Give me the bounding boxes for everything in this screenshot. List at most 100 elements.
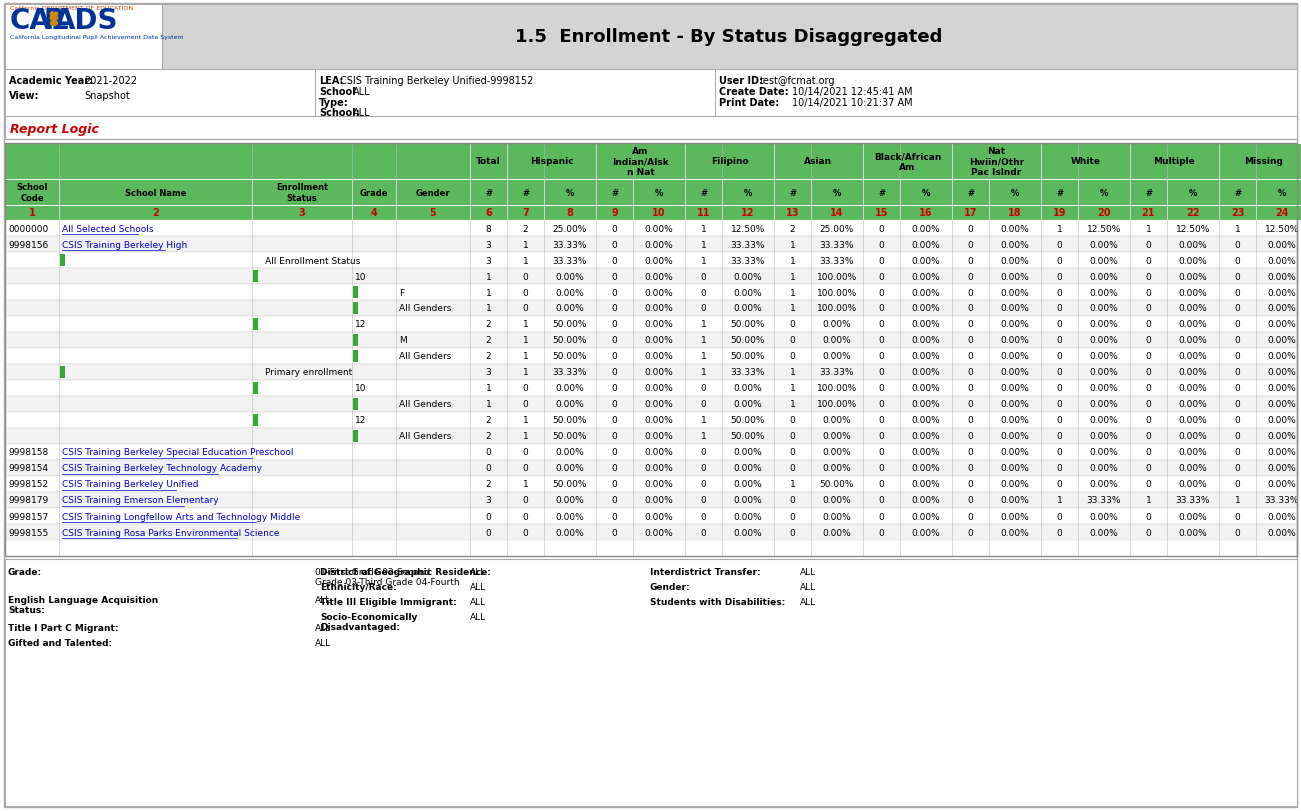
Text: 1: 1 (701, 224, 706, 234)
Text: 0.00%: 0.00% (1267, 512, 1296, 521)
Text: 50.00%: 50.00% (820, 480, 855, 489)
Text: 6: 6 (485, 208, 492, 218)
Text: 0.00%: 0.00% (1267, 464, 1296, 473)
Text: 2: 2 (790, 224, 795, 234)
Text: CSIS Training Longfellow Arts and Technology Middle: CSIS Training Longfellow Arts and Techno… (62, 512, 301, 521)
Text: 0.00%: 0.00% (822, 512, 851, 521)
Bar (5, 285, 1297, 301)
Bar (59, 206, 252, 221)
Text: 0: 0 (1056, 352, 1063, 361)
Text: 50.00%: 50.00% (553, 352, 587, 361)
Text: CSIS Training Rosa Parks Environmental Science: CSIS Training Rosa Parks Environmental S… (62, 528, 280, 537)
Text: 0.00%: 0.00% (734, 288, 762, 297)
Text: 0: 0 (1056, 480, 1063, 489)
Bar (252, 271, 258, 283)
Text: 0: 0 (1235, 304, 1240, 313)
Text: 8: 8 (566, 208, 574, 218)
Text: 0: 0 (611, 272, 618, 281)
Text: 0: 0 (1235, 432, 1240, 441)
Text: 0.00%: 0.00% (1179, 256, 1207, 265)
Bar (507, 144, 596, 180)
Text: 18: 18 (1008, 208, 1021, 218)
Text: #: # (788, 188, 796, 197)
Text: 0: 0 (790, 416, 795, 425)
Text: 0: 0 (968, 464, 973, 473)
Text: 0.00%: 0.00% (644, 256, 674, 265)
Text: 0: 0 (611, 512, 618, 521)
Text: 0.00%: 0.00% (822, 448, 851, 457)
Text: 0: 0 (968, 320, 973, 329)
Circle shape (55, 13, 57, 17)
Text: 0.00%: 0.00% (912, 448, 941, 457)
Bar (353, 398, 358, 410)
Text: 0.00%: 0.00% (1179, 304, 1207, 313)
Text: 0: 0 (1235, 256, 1240, 265)
Text: ALL: ALL (470, 568, 487, 577)
Text: 0: 0 (701, 272, 706, 281)
Text: 0.00%: 0.00% (912, 288, 941, 297)
Text: 0: 0 (523, 304, 528, 313)
Text: 0: 0 (878, 320, 885, 329)
Text: 0.00%: 0.00% (912, 304, 941, 313)
Bar (989, 180, 1041, 206)
Text: 0: 0 (878, 256, 885, 265)
Bar (60, 255, 65, 267)
Text: #: # (700, 188, 706, 197)
Text: ALL: ALL (353, 87, 371, 97)
Text: 0.00%: 0.00% (556, 512, 584, 521)
Text: 0.00%: 0.00% (644, 336, 674, 345)
Text: Nat
Hwiin/Othr
Pac Islndr: Nat Hwiin/Othr Pac Islndr (969, 147, 1024, 177)
Text: 3: 3 (485, 256, 492, 265)
Text: 0.00%: 0.00% (1090, 448, 1119, 457)
Text: 9998156: 9998156 (8, 240, 48, 249)
Text: 0.00%: 0.00% (734, 528, 762, 537)
Text: ALL: ALL (315, 595, 332, 604)
Text: 0: 0 (611, 432, 618, 441)
Text: 0.00%: 0.00% (556, 384, 584, 393)
Text: 0.00%: 0.00% (1267, 480, 1296, 489)
Text: 0: 0 (1235, 512, 1240, 521)
Text: M: M (399, 336, 407, 345)
Text: 0: 0 (611, 448, 618, 457)
Bar (544, 206, 596, 221)
Text: 0.00%: 0.00% (1090, 336, 1119, 345)
Bar (396, 180, 470, 206)
Text: 0: 0 (523, 384, 528, 393)
Text: 0.00%: 0.00% (1179, 512, 1207, 521)
Text: %: % (654, 188, 664, 197)
Text: 0.00%: 0.00% (1267, 272, 1296, 281)
Bar (5, 444, 1297, 461)
Text: 0: 0 (968, 256, 973, 265)
Text: 0: 0 (878, 464, 885, 473)
Text: 12.50%: 12.50% (1086, 224, 1121, 234)
Bar (252, 319, 258, 331)
Text: 1: 1 (701, 256, 706, 265)
Text: Primary enrollment: Primary enrollment (265, 368, 353, 377)
Bar (353, 206, 396, 221)
Bar (5, 237, 1297, 253)
Text: 0: 0 (790, 528, 795, 537)
Text: 2: 2 (485, 336, 492, 345)
Bar (1041, 206, 1079, 221)
Text: 0: 0 (878, 352, 885, 361)
Text: 0.00%: 0.00% (912, 336, 941, 345)
Bar (686, 206, 722, 221)
Text: 2: 2 (152, 208, 159, 218)
Text: 0: 0 (878, 432, 885, 441)
Bar (774, 180, 811, 206)
Text: All Selected Schools: All Selected Schools (62, 224, 154, 234)
Text: Missing: Missing (1244, 157, 1283, 166)
Bar (315, 70, 716, 117)
Text: 0.00%: 0.00% (1000, 224, 1029, 234)
Bar (1219, 180, 1255, 206)
Text: 20: 20 (1097, 208, 1111, 218)
Bar (252, 414, 258, 427)
Text: 33.33%: 33.33% (731, 368, 765, 377)
Text: 0.00%: 0.00% (1090, 352, 1119, 361)
Text: 0: 0 (1146, 512, 1151, 521)
Text: 0: 0 (611, 464, 618, 473)
Bar (5, 525, 1297, 540)
Bar (686, 144, 774, 180)
Text: 0.00%: 0.00% (1000, 496, 1029, 505)
Text: 1: 1 (29, 208, 35, 218)
